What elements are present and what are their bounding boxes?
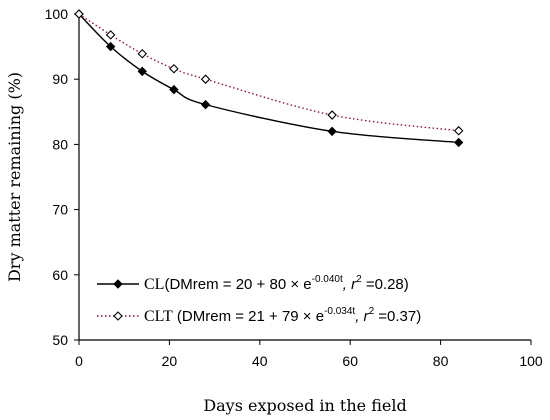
legend-equation-r2-superscript: 2 xyxy=(369,306,375,317)
legend-series-name: CLT xyxy=(144,308,173,325)
data-point-cl xyxy=(169,84,179,95)
data-point-cl xyxy=(453,137,464,148)
y-axis-title: Dry matter remaining (%) xyxy=(5,72,24,282)
legend-equation-r: , r xyxy=(343,276,357,293)
legend-equation-r: , r xyxy=(355,308,369,325)
y-tick-label: 100 xyxy=(45,6,69,22)
data-point-clt xyxy=(327,110,337,120)
data-point-clt xyxy=(105,30,116,40)
legend-equation-suffix: =0.28) xyxy=(362,276,409,293)
legend-series-name: CL xyxy=(144,276,164,293)
legend-equation-exponent: -0.034t xyxy=(324,306,355,317)
legend-equation-prefix: (DMrem = 21 + 79 × e xyxy=(173,308,324,325)
legend-equation-r2-superscript: 2 xyxy=(356,274,362,285)
legend: CL(DMrem = 20 + 80 × e-0.040t, r2 =0.28)… xyxy=(97,274,421,325)
x-tick-label: 20 xyxy=(162,353,178,369)
data-point-clt xyxy=(453,125,464,136)
axis-titles: Days exposed in the field Dry matter rem… xyxy=(5,72,407,415)
legend-label-cl: CL(DMrem = 20 + 80 × e-0.040t, r2 =0.28) xyxy=(144,274,409,293)
data-point-clt xyxy=(137,48,148,59)
x-tick-label: 80 xyxy=(433,353,449,369)
axes: 0 20 40 60 80 100 50 60 70 80 90 100 xyxy=(45,6,543,369)
x-tick-label: 40 xyxy=(252,353,268,369)
data-point-cl xyxy=(105,41,116,52)
legend-equation-exponent: -0.040t xyxy=(312,274,343,285)
series-clt xyxy=(74,9,464,136)
x-axis-title: Days exposed in the field xyxy=(203,396,406,415)
y-tick-label: 60 xyxy=(52,267,68,283)
data-point-clt xyxy=(74,9,84,19)
x-tick-label: 100 xyxy=(519,353,543,369)
data-point-cl xyxy=(327,126,337,137)
legend-label-clt: CLT (DMrem = 21 + 79 × e-0.034t, r2 =0.3… xyxy=(144,306,421,325)
data-point-cl xyxy=(200,99,211,110)
legend-marker-clt xyxy=(113,311,123,321)
legend-entry-clt: CLT (DMrem = 21 + 79 × e-0.034t, r2 =0.3… xyxy=(97,306,421,325)
y-tick-label: 50 xyxy=(52,332,68,348)
legend-equation-suffix: =0.37) xyxy=(374,308,421,325)
y-tick-label: 70 xyxy=(52,202,68,218)
series-line-cl xyxy=(78,13,459,144)
series-cl xyxy=(74,9,464,148)
series-line-clt xyxy=(78,13,459,132)
data-point-clt xyxy=(169,63,179,74)
data-point-clt xyxy=(200,74,211,84)
data-point-cl xyxy=(137,66,147,77)
legend-entry-cl: CL(DMrem = 20 + 80 × e-0.040t, r2 =0.28) xyxy=(97,274,409,293)
y-tick-label: 80 xyxy=(52,136,68,152)
data-series xyxy=(74,9,464,148)
legend-equation-prefix: (DMrem = 20 + 80 × e xyxy=(164,276,311,293)
x-tick-label: 0 xyxy=(75,353,83,369)
x-tick-label: 60 xyxy=(342,353,358,369)
legend-marker-cl xyxy=(113,279,123,289)
y-tick-label: 90 xyxy=(52,71,68,87)
